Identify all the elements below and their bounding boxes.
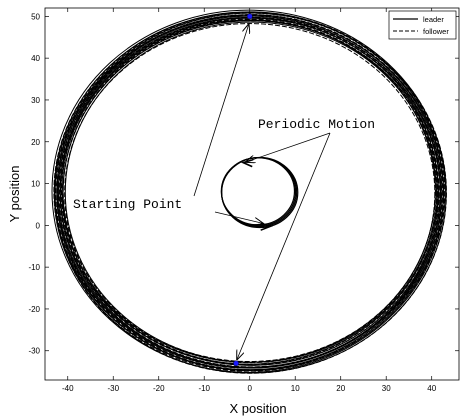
x-tick-label: -40 [62, 384, 74, 393]
start-markers [233, 13, 253, 367]
y-tick-label: 0 [36, 221, 41, 230]
x-tick-label: 10 [291, 384, 300, 393]
annotation-starting-point: Starting Point [73, 197, 182, 212]
annotation-layer: Periodic Motion Starting Point [73, 24, 375, 359]
y-tick-label: 20 [31, 138, 40, 147]
plot-area [45, 8, 459, 380]
x-tick-label: 20 [336, 384, 345, 393]
annotation-periodic-motion: Periodic Motion [258, 117, 375, 132]
annotation-arrow [246, 132, 331, 162]
y-axis-ticks: -30 -20 -10 0 10 20 30 40 50 [28, 12, 459, 356]
x-tick-label: 0 [247, 384, 252, 393]
y-tick-label: -20 [28, 305, 40, 314]
legend-box [388, 10, 457, 40]
x-tick-label: -10 [198, 384, 210, 393]
y-tick-label: -10 [28, 263, 40, 272]
legend-label-leader: leader [423, 15, 444, 24]
follower-lap [53, 11, 447, 374]
follower-lap [62, 20, 440, 366]
y-axis-label: Y position [7, 166, 22, 223]
x-tick-label: -20 [153, 384, 165, 393]
annotation-arrow [214, 211, 263, 223]
follower-lap [58, 14, 444, 368]
start-point-marker [246, 13, 253, 20]
x-axis-ticks: -40 -30 -20 -10 0 10 20 30 40 [62, 8, 437, 393]
annotation-arrow [193, 24, 249, 197]
y-tick-label: -30 [28, 347, 40, 356]
y-tick-label: 10 [31, 180, 40, 189]
follower-lap [51, 9, 446, 373]
x-tick-label: -30 [107, 384, 119, 393]
x-axis-label: X position [229, 401, 286, 416]
y-tick-label: 40 [31, 54, 40, 63]
y-tick-label: 30 [31, 96, 40, 105]
x-tick-label: 30 [382, 384, 391, 393]
legend-label-follower: follower [423, 27, 449, 36]
annotation-arrow [237, 132, 331, 359]
start-point-marker [233, 360, 239, 367]
plot-frame [44, 7, 460, 381]
follower-trajectory-ring [51, 9, 447, 374]
x-tick-label: 40 [427, 384, 436, 393]
y-tick-label: 50 [31, 12, 40, 21]
follower-lap [61, 19, 436, 363]
legend: leader follower [388, 10, 457, 40]
